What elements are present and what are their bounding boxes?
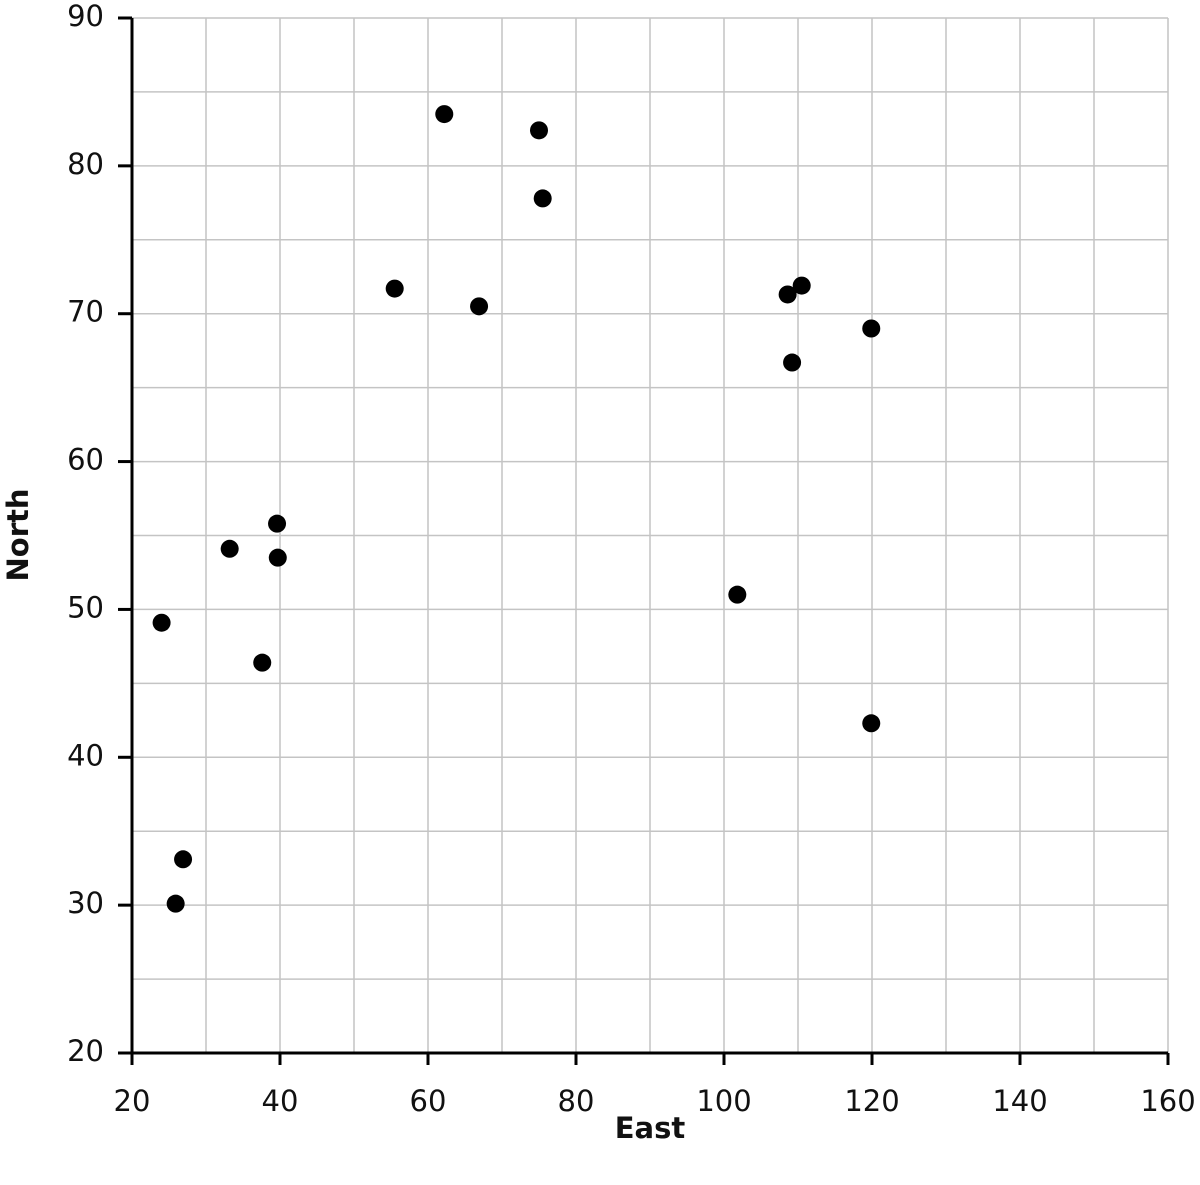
y-tick-label: 30 bbox=[67, 886, 104, 920]
point bbox=[728, 585, 747, 604]
y-tick-label: 70 bbox=[67, 295, 104, 329]
point bbox=[253, 653, 272, 672]
x-tick-label: 20 bbox=[114, 1084, 151, 1118]
x-axis-title: East bbox=[615, 1111, 686, 1145]
point bbox=[268, 514, 287, 533]
point bbox=[166, 894, 185, 913]
point bbox=[778, 285, 797, 304]
point bbox=[435, 105, 454, 124]
y-tick-label: 20 bbox=[67, 1034, 104, 1068]
point bbox=[385, 279, 404, 298]
y-tick-label: 80 bbox=[67, 147, 104, 181]
x-tick-label: 120 bbox=[844, 1084, 899, 1118]
point bbox=[783, 353, 802, 372]
y-tick-label: 60 bbox=[67, 443, 104, 477]
x-tick-label: 40 bbox=[262, 1084, 299, 1118]
x-tick-label: 160 bbox=[1140, 1084, 1195, 1118]
point bbox=[862, 714, 881, 733]
point bbox=[533, 189, 552, 208]
y-tick-label: 40 bbox=[67, 738, 104, 772]
y-tick-label: 90 bbox=[67, 0, 104, 33]
point bbox=[152, 613, 171, 632]
x-tick-label: 100 bbox=[696, 1084, 751, 1118]
point bbox=[174, 850, 193, 869]
x-tick-label: 60 bbox=[410, 1084, 447, 1118]
point bbox=[530, 121, 548, 140]
y-axis-title: North bbox=[1, 488, 35, 581]
y-tick-label: 50 bbox=[67, 590, 104, 624]
point bbox=[268, 548, 287, 567]
point bbox=[220, 539, 239, 558]
point bbox=[792, 276, 811, 295]
point bbox=[470, 297, 489, 316]
x-tick-label: 140 bbox=[992, 1084, 1047, 1118]
point bbox=[862, 319, 881, 338]
x-tick-label: 80 bbox=[558, 1084, 595, 1118]
